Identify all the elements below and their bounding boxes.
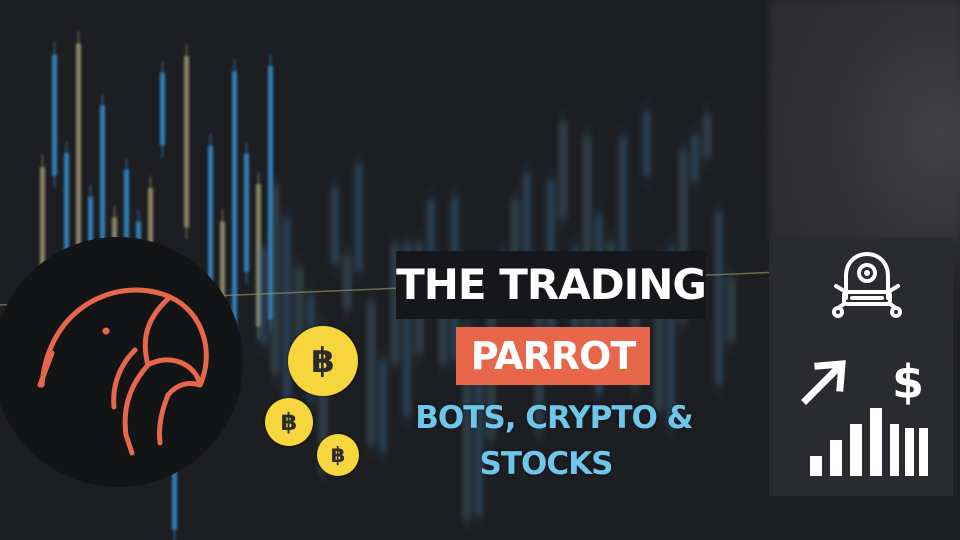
svg-text:$: $ [892,355,924,409]
growth-chart-icon: $ [801,355,928,476]
tagline-line-1: BOTS, CRYPTO & [415,400,693,436]
parrot-icon [37,287,209,456]
parrot-logo [0,237,243,487]
title-the-trading: THE TRADING [396,251,707,319]
bitcoin-coin-small: ฿ [317,434,359,476]
tagline-line-2: STOCKS [479,446,614,482]
title-parrot: PARROT [456,327,650,385]
parrot-eye [102,327,110,335]
bitcoin-coin-large: ฿ [288,326,358,396]
robot-icon [832,252,902,318]
bitcoin-coin-medium: ฿ [265,398,313,446]
